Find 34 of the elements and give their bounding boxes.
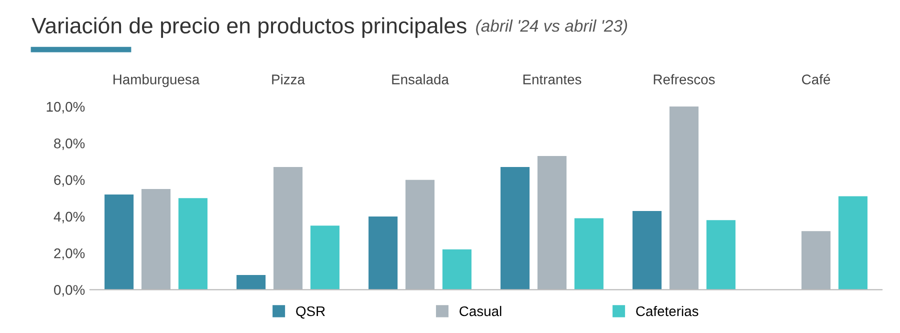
legend-label: QSR (296, 306, 325, 319)
bar (442, 249, 472, 290)
x-tick-label: Pizza (272, 74, 305, 84)
bar (104, 194, 134, 290)
bar (310, 226, 340, 290)
bar (632, 210, 662, 290)
chart-title: Variación de precio en productos principales (32, 16, 466, 38)
y-tick-label: 0,0% (54, 285, 85, 297)
bar (801, 231, 831, 290)
bar (273, 167, 303, 290)
bar (838, 196, 868, 290)
y-tick-label: 2,0% (54, 248, 85, 260)
bar (405, 180, 435, 290)
bar (368, 216, 398, 290)
bar (141, 188, 171, 290)
y-tick-label: 4,0% (54, 212, 85, 224)
bar (706, 220, 736, 290)
bar (500, 167, 530, 290)
x-tick-label: Refrescos (654, 74, 715, 84)
x-tick-label: Ensalada (392, 74, 449, 84)
bar (669, 106, 699, 290)
y-tick-label: 10,0% (46, 102, 85, 114)
y-tick-label: 8,0% (54, 138, 85, 150)
x-tick-label: Entrantes (523, 74, 582, 84)
bar (178, 198, 208, 290)
y-tick-label: 6,0% (54, 175, 85, 187)
legend-label: Casual (460, 306, 502, 316)
bar (537, 156, 567, 290)
x-tick-label: Café (802, 74, 830, 84)
chart-subtitle: (abril '24 vs abril '23) (476, 20, 628, 36)
bar (236, 275, 266, 290)
bar (574, 218, 604, 290)
x-tick-label: Hamburguesa (114, 74, 200, 88)
legend-label: Cafeterias (636, 306, 698, 316)
